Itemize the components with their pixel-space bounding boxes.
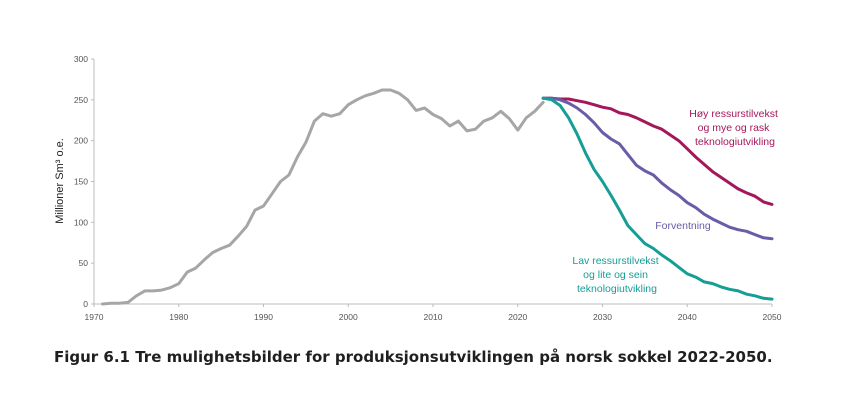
x-tick-label: 2020 <box>508 312 527 322</box>
annotation-high-line: teknologiutvikling <box>695 136 775 148</box>
historical-line <box>101 88 545 306</box>
y-tick-label: 200 <box>74 136 88 146</box>
expected-scenario-line <box>541 96 774 241</box>
y-tick-label: 100 <box>74 217 88 227</box>
x-tick-label: 2050 <box>763 312 782 322</box>
y-tick-label: 250 <box>74 95 88 105</box>
annotation-high-line: Høy ressurstilvekst <box>689 108 778 120</box>
y-tick-label: 50 <box>79 258 89 268</box>
figure-caption: Figur 6.1 Tre mulighetsbilder for produk… <box>54 348 773 366</box>
y-tick-label: 150 <box>74 177 88 187</box>
high-scenario-line <box>541 96 774 206</box>
x-tick-label: 1990 <box>254 312 273 322</box>
annotation-low-line: og lite og sein <box>583 269 648 281</box>
x-tick-label: 1970 <box>85 312 104 322</box>
annotation-low-line: teknologiutvikling <box>577 283 657 295</box>
annotation-high-line: og mye og rask <box>698 122 771 134</box>
y-axis-title: Millioner Sm³ o.e. <box>54 138 66 224</box>
x-tick-label: 2030 <box>593 312 612 322</box>
x-tick-label: 2040 <box>678 312 697 322</box>
annotation-high: Høy ressurstilvekst og mye og rask tekno… <box>689 108 781 148</box>
annotation-low: Lav ressurstilvekst og lite og sein tekn… <box>572 255 661 295</box>
annotation-expected: Forventning <box>655 220 711 232</box>
low-scenario-line <box>541 96 774 301</box>
y-tick-label: 300 <box>74 54 88 64</box>
annotation-low-line: Lav ressurstilvekst <box>572 255 658 267</box>
y-tick-label: 0 <box>83 299 88 309</box>
x-tick-label: 2010 <box>424 312 443 322</box>
x-tick-label: 2000 <box>339 312 358 322</box>
x-tick-label: 1980 <box>169 312 188 322</box>
annotation-expected-line: Forventning <box>655 220 711 232</box>
